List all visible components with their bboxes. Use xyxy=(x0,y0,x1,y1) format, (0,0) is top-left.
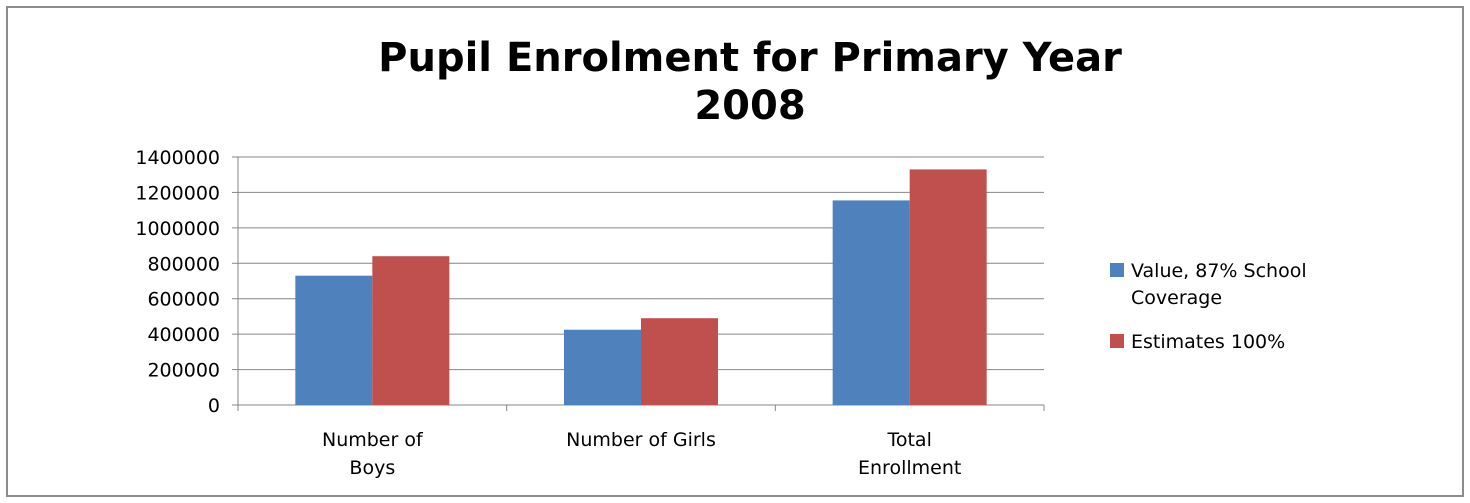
category-labels: Number of Boys Number of Girls Total Enrollm… xyxy=(322,429,961,479)
legend-label-2-line-1: Estimates 100% xyxy=(1131,331,1285,353)
category-label-2-line-1: Number of Girls xyxy=(566,429,716,451)
y-tick-label-5: 1000000 xyxy=(135,218,220,240)
legend-label-1-line-2: Coverage xyxy=(1131,287,1222,309)
chart-frame xyxy=(6,6,1464,497)
bar-s2-c1 xyxy=(372,256,450,405)
legend-swatch-2 xyxy=(1110,334,1124,348)
y-tick-label-6: 1200000 xyxy=(135,182,220,204)
y-tick-label-7: 1400000 xyxy=(135,147,220,169)
category-label-1-line-1: Number of xyxy=(322,429,424,451)
bar-s1-c3 xyxy=(832,200,910,405)
bar-s2-c2 xyxy=(641,318,718,405)
legend-swatch-1 xyxy=(1110,263,1124,277)
y-tick-label-0: 0 xyxy=(208,395,220,417)
category-label-3-line-2: Enrollment xyxy=(858,457,961,479)
y-tick-label-2: 400000 xyxy=(147,324,220,346)
y-tick-label-4: 800000 xyxy=(147,253,220,275)
y-tick-label-1: 200000 xyxy=(147,360,220,382)
bar-s1-c2 xyxy=(564,329,641,405)
y-tick-label-3: 600000 xyxy=(147,289,220,311)
chart-title-line-1: Pupil Enrolment for Primary Year xyxy=(378,35,1122,81)
legend: Value, 87% School Coverage Estimates 100% xyxy=(1110,260,1307,353)
bar-s2-c3 xyxy=(909,169,987,405)
chart-title-line-2: 2008 xyxy=(694,83,805,129)
y-tick-labels: 0 200000 400000 600000 800000 1000000 1200000 1… xyxy=(135,147,220,417)
category-label-3-line-1: Total xyxy=(886,429,931,451)
legend-label-1-line-1: Value, 87% School xyxy=(1131,260,1307,282)
bar-s1-c1 xyxy=(295,275,373,405)
category-label-1-line-2: Boys xyxy=(349,457,395,479)
bars xyxy=(295,169,987,405)
